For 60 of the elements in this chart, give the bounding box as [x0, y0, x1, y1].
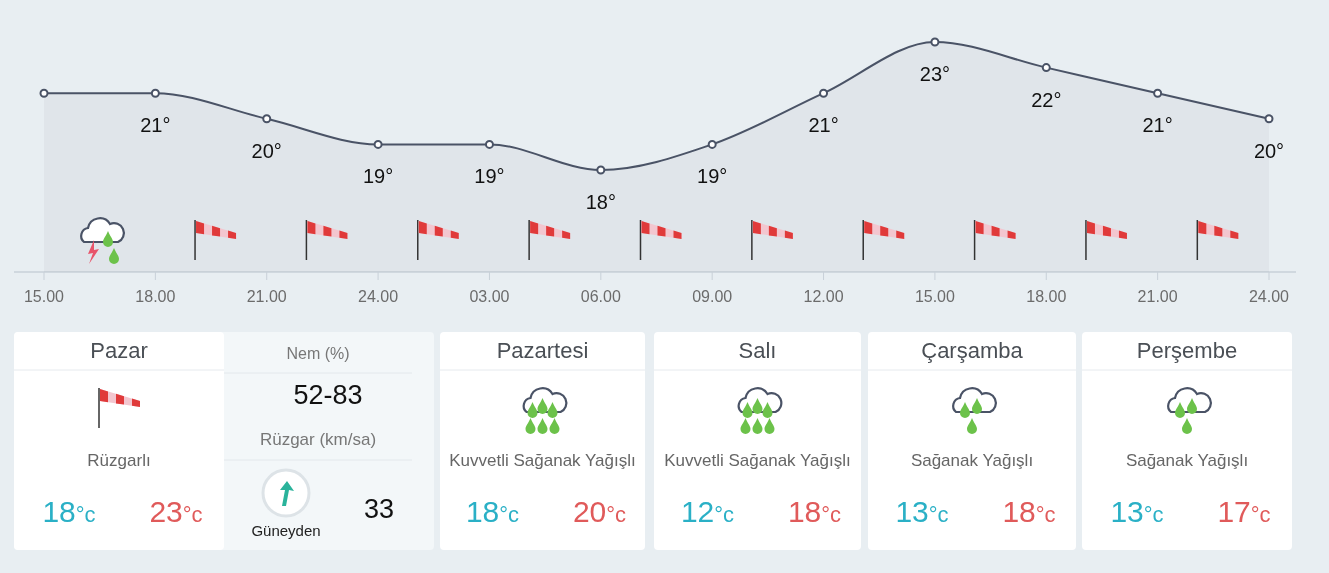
data-label: 20° [251, 139, 282, 162]
point [1153, 88, 1163, 98]
x-tick-label: 18.00 [135, 288, 176, 305]
point [262, 114, 272, 124]
x-tick-label: 21.00 [246, 288, 287, 305]
annotation: 18°c [787, 495, 842, 528]
category-label: Çarşamba [921, 338, 1024, 363]
annotation: Sağanak Yağışlı [910, 451, 1034, 470]
data-label: 20° [1253, 139, 1285, 162]
data-label: 22° [1031, 88, 1062, 111]
annotation: Güneyden [251, 522, 321, 539]
point [596, 165, 606, 175]
x-tick-label: 12.00 [803, 288, 844, 305]
x-tick-label: 18.00 [1026, 288, 1067, 305]
annotation: 23°c [149, 495, 203, 528]
point [484, 139, 494, 149]
x-tick-label: 15.00 [23, 288, 65, 305]
annotation: Rüzgar (km/sa) [259, 430, 377, 449]
point [150, 88, 160, 98]
data-label: 18° [585, 191, 616, 213]
annotation: 18°c [1002, 495, 1056, 528]
x-tick-label: 24.00 [1248, 288, 1290, 305]
annotation: 33 [363, 494, 395, 524]
annotation: 17°c [1217, 495, 1271, 528]
point [1041, 63, 1051, 73]
point [39, 88, 49, 98]
annotation: 20°c [572, 495, 627, 528]
annotation: Sağanak Yağışlı [1125, 451, 1249, 470]
data-label: 19° [697, 165, 728, 188]
category-label: Perşembe [1136, 338, 1238, 363]
point [930, 37, 940, 47]
x-tick-label: 24.00 [358, 288, 399, 305]
category-label: Pazar [90, 338, 148, 363]
annotation: Rüzgarlı [87, 451, 151, 470]
x-tick-label: 15.00 [914, 288, 956, 305]
point [707, 139, 717, 149]
x-tick-label: 06.00 [580, 288, 621, 305]
data-label: 21° [140, 114, 171, 137]
annotation: 13°c [895, 495, 949, 528]
category-label: Salı [738, 338, 777, 363]
category-label: Pazartesi [496, 338, 589, 363]
data-label: 19° [362, 165, 394, 188]
data-label: 19° [474, 165, 505, 188]
data-label: 21° [808, 114, 839, 137]
annotation: Kuvvetli Sağanak Yağışlı [449, 451, 636, 470]
data-label: 21° [1142, 114, 1173, 137]
data-label: 23° [919, 63, 951, 85]
point [819, 88, 829, 98]
annotation: 52-83 [293, 380, 363, 410]
annotation: 18°c [42, 495, 96, 528]
annotation: 13°c [1110, 495, 1164, 528]
x-tick-label: 03.00 [469, 288, 510, 305]
x-tick-label: 21.00 [1137, 288, 1178, 305]
annotation: 18°c [465, 495, 520, 528]
annotation: 12°c [680, 495, 735, 528]
annotation: Nem (%) [286, 345, 350, 362]
annotation: Kuvvetli Sağanak Yağışlı [664, 451, 851, 470]
x-tick-label: 09.00 [692, 288, 733, 305]
point [1264, 114, 1274, 124]
point [373, 139, 383, 149]
